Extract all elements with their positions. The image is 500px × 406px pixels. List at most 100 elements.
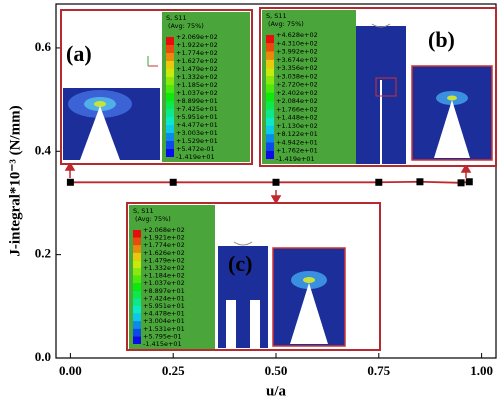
y-tick-label: 0.4	[35, 142, 52, 157]
legend-swatch	[166, 133, 174, 141]
legend-swatch	[266, 101, 274, 110]
legend-value: +1.448e+02	[276, 114, 318, 122]
legend-value: +1.774e+02	[176, 49, 218, 57]
legend-value: +1.185e+02	[176, 81, 218, 89]
legend-value: +1.626e+02	[143, 249, 185, 257]
legend-value: +2.069e+02	[176, 33, 218, 41]
legend-value: +1.184e+02	[143, 272, 185, 280]
legend-value: +1.766e+02	[276, 105, 318, 113]
legend-swatch	[133, 336, 141, 344]
legend-swatch	[266, 150, 274, 159]
legend-value: +7.425e+01	[176, 105, 218, 113]
legend-swatch	[166, 101, 174, 109]
x-tick-label: 1.00	[470, 363, 493, 378]
legend-value: +4.942e+01	[276, 138, 318, 146]
y-tick-label: 0.6	[35, 39, 52, 54]
legend-value: +4.310e+02	[276, 39, 318, 47]
legend-swatch	[133, 275, 141, 284]
legend-value: +1.332e+02	[176, 73, 218, 81]
inset-c	[126, 202, 381, 351]
inset-b	[259, 7, 497, 167]
legend-value: +4.628e+02	[276, 31, 318, 39]
y-tick-label: 0.2	[35, 246, 51, 261]
legend-swatch	[166, 69, 174, 77]
legend-value: -1.419e+01	[176, 153, 215, 161]
legend-swatch	[133, 298, 141, 306]
legend-swatch	[166, 125, 174, 133]
x-tick-label: 0.50	[265, 363, 288, 378]
legend-swatch	[166, 53, 174, 61]
legend-swatch	[266, 59, 274, 69]
legend-swatch	[133, 268, 141, 276]
x-tick-label: 0.75	[367, 363, 390, 378]
inset-label: (a)	[66, 41, 92, 66]
legend-value: +1.774e+02	[143, 241, 185, 249]
legend-swatch	[266, 109, 274, 118]
legend-swatch	[133, 260, 141, 268]
legend-swatch	[166, 141, 174, 149]
legend-swatch	[133, 252, 141, 261]
legend-value: +5.951e+01	[143, 302, 185, 310]
legend-title: S, S11	[133, 207, 154, 215]
legend-swatch	[166, 93, 174, 101]
legend-value: +1.479e+02	[176, 65, 218, 73]
legend-swatch	[133, 328, 141, 337]
legend-swatch	[166, 77, 174, 85]
legend-value: +1.531e+01	[143, 325, 185, 333]
y-tick-label: 0.0	[35, 349, 51, 364]
line	[70, 180, 470, 184]
legend-value: +7.424e+01	[143, 294, 185, 302]
legend-value: +2.068e+02	[143, 226, 185, 234]
legend-swatch	[266, 142, 274, 151]
legend-value: +5.951e+01	[176, 113, 218, 121]
legend-swatch	[166, 149, 174, 157]
x-axis-label: u/a	[266, 383, 287, 399]
legend-swatch	[266, 68, 274, 77]
legend-swatch	[266, 43, 274, 52]
legend-swatch	[133, 290, 141, 299]
legend-value: +8.897e+01	[143, 287, 185, 295]
legend-value: +1.037e+02	[176, 89, 218, 97]
legend-value: +3.003e+01	[176, 129, 218, 137]
legend-swatch	[266, 134, 274, 143]
legend-swatch	[266, 125, 274, 135]
legend-swatch	[166, 37, 174, 45]
legend-value: +3.356e+02	[276, 64, 318, 72]
legend-value: +2.720e+02	[276, 81, 318, 89]
legend-value: -1.415e+01	[143, 340, 182, 348]
legend-value: +3.674e+02	[276, 56, 318, 64]
legend-swatch	[166, 109, 174, 117]
x-tick-label: 0.25	[162, 363, 185, 378]
legend-value: +3.038e+02	[276, 72, 318, 80]
legend-value: +1.922e+02	[176, 41, 218, 49]
legend-swatch	[133, 230, 141, 238]
legend-swatch	[266, 35, 274, 44]
legend-value: +2.084e+02	[276, 97, 318, 105]
legend-swatch	[133, 313, 141, 322]
marker	[465, 178, 473, 186]
inset-label: (b)	[428, 27, 455, 52]
legend-swatch	[133, 321, 141, 329]
legend-swatch	[266, 117, 274, 126]
legend-value: +1.037e+02	[143, 279, 185, 287]
legend-subtitle: (Avg: 75%)	[135, 215, 171, 223]
legend-subtitle: (Avg: 75%)	[168, 22, 204, 30]
legend-value: +5.472e-01	[176, 145, 215, 153]
legend-title: S, S11	[266, 12, 287, 20]
legend-swatch	[266, 76, 274, 85]
legend-value: +1.921e+02	[143, 234, 185, 242]
legend-swatch	[266, 92, 274, 102]
legend-value: +1.332e+02	[143, 264, 185, 272]
inset-a	[60, 9, 253, 165]
marker	[457, 179, 465, 187]
x-tick-label: 0.00	[59, 363, 82, 378]
legend-swatch	[133, 245, 141, 253]
marker	[169, 178, 177, 186]
legend-title: S, S11	[166, 14, 187, 22]
y-axis-label: J-integral*10⁻³ (N/mm)	[7, 105, 23, 256]
legend-swatch	[166, 117, 174, 125]
legend-swatch	[166, 85, 174, 93]
legend-swatch	[166, 45, 174, 53]
legend-value: +1.479e+02	[143, 256, 185, 264]
legend-swatch	[133, 283, 141, 291]
